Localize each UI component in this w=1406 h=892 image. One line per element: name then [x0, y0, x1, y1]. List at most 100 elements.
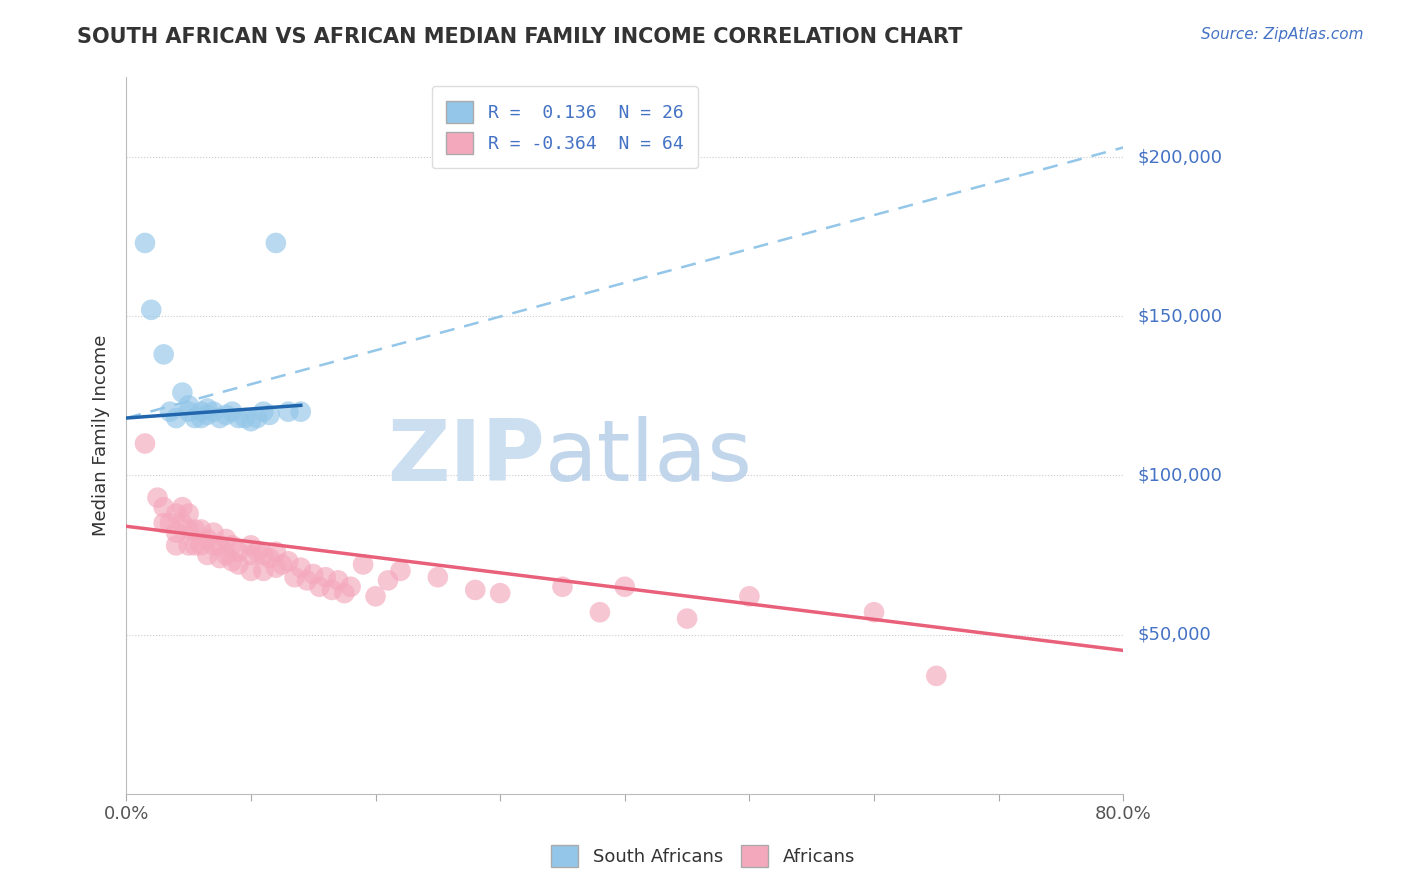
- Point: [177, 523, 200, 537]
- Point: [863, 605, 886, 619]
- Point: [165, 538, 187, 552]
- Point: [184, 411, 207, 425]
- Point: [259, 551, 281, 566]
- Point: [328, 574, 350, 588]
- Point: [333, 586, 356, 600]
- Point: [246, 545, 269, 559]
- Point: [489, 586, 512, 600]
- Point: [165, 525, 187, 540]
- Text: Source: ZipAtlas.com: Source: ZipAtlas.com: [1201, 27, 1364, 42]
- Point: [551, 580, 574, 594]
- Point: [208, 411, 231, 425]
- Point: [352, 558, 374, 572]
- Text: atlas: atlas: [546, 416, 754, 499]
- Point: [308, 580, 330, 594]
- Point: [738, 590, 761, 604]
- Text: $200,000: $200,000: [1137, 148, 1222, 166]
- Point: [228, 411, 250, 425]
- Point: [252, 548, 274, 562]
- Point: [202, 525, 225, 540]
- Point: [195, 548, 218, 562]
- Point: [215, 532, 238, 546]
- Point: [426, 570, 449, 584]
- Point: [190, 523, 212, 537]
- Point: [239, 564, 262, 578]
- Point: [152, 500, 174, 515]
- Point: [228, 558, 250, 572]
- Point: [239, 538, 262, 552]
- Point: [177, 398, 200, 412]
- Point: [221, 538, 243, 552]
- Point: [141, 302, 163, 317]
- Point: [184, 538, 207, 552]
- Point: [177, 538, 200, 552]
- Point: [339, 580, 361, 594]
- Point: [221, 405, 243, 419]
- Point: [264, 545, 287, 559]
- Point: [208, 551, 231, 566]
- Point: [246, 411, 269, 425]
- Point: [264, 560, 287, 574]
- Point: [389, 564, 412, 578]
- Point: [190, 411, 212, 425]
- Text: ZIP: ZIP: [387, 416, 546, 499]
- Point: [252, 564, 274, 578]
- Point: [925, 669, 948, 683]
- Point: [190, 405, 212, 419]
- Point: [271, 558, 294, 572]
- Point: [290, 405, 312, 419]
- Point: [202, 405, 225, 419]
- Point: [215, 548, 238, 562]
- Point: [195, 401, 218, 416]
- Point: [172, 500, 194, 515]
- Point: [177, 507, 200, 521]
- Y-axis label: Median Family Income: Median Family Income: [93, 334, 110, 536]
- Point: [252, 405, 274, 419]
- Text: $100,000: $100,000: [1137, 467, 1222, 484]
- Point: [302, 567, 325, 582]
- Text: $50,000: $50,000: [1137, 625, 1211, 643]
- Point: [152, 516, 174, 530]
- Text: $150,000: $150,000: [1137, 307, 1222, 326]
- Point: [295, 574, 318, 588]
- Point: [195, 532, 218, 546]
- Point: [277, 405, 299, 419]
- Point: [239, 414, 262, 428]
- Point: [264, 235, 287, 250]
- Point: [146, 491, 169, 505]
- Point: [259, 408, 281, 422]
- Point: [165, 507, 187, 521]
- Text: SOUTH AFRICAN VS AFRICAN MEDIAN FAMILY INCOME CORRELATION CHART: SOUTH AFRICAN VS AFRICAN MEDIAN FAMILY I…: [77, 27, 963, 46]
- Point: [165, 411, 187, 425]
- Point: [676, 611, 699, 625]
- Point: [172, 516, 194, 530]
- Point: [290, 560, 312, 574]
- Point: [228, 545, 250, 559]
- Point: [202, 538, 225, 552]
- Point: [239, 548, 262, 562]
- Point: [315, 570, 337, 584]
- Point: [221, 554, 243, 568]
- Point: [377, 574, 399, 588]
- Point: [159, 405, 181, 419]
- Point: [321, 582, 343, 597]
- Point: [159, 516, 181, 530]
- Legend: South Africans, Africans: South Africans, Africans: [544, 838, 862, 874]
- Point: [134, 436, 156, 450]
- Point: [277, 554, 299, 568]
- Point: [177, 405, 200, 419]
- Point: [233, 411, 256, 425]
- Point: [184, 523, 207, 537]
- Point: [215, 408, 238, 422]
- Point: [134, 235, 156, 250]
- Point: [589, 605, 612, 619]
- Point: [613, 580, 636, 594]
- Point: [208, 538, 231, 552]
- Point: [195, 408, 218, 422]
- Point: [364, 590, 387, 604]
- Legend: R =  0.136  N = 26, R = -0.364  N = 64: R = 0.136 N = 26, R = -0.364 N = 64: [432, 87, 697, 169]
- Point: [283, 570, 305, 584]
- Point: [464, 582, 486, 597]
- Point: [172, 385, 194, 400]
- Point: [190, 538, 212, 552]
